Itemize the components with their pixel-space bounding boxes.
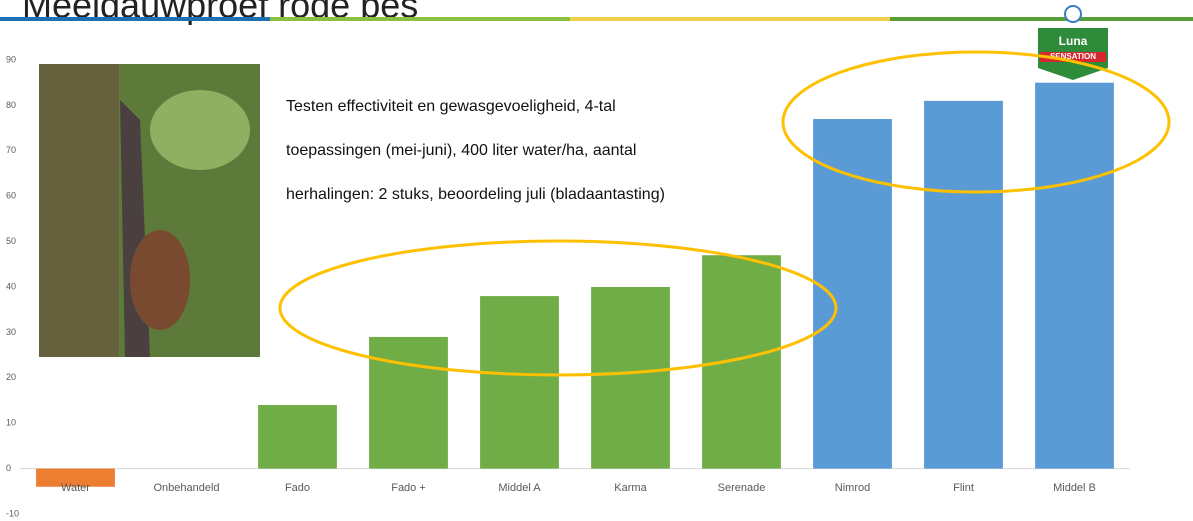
y-tick-label: 40	[6, 281, 16, 291]
x-tick-label: Flint	[953, 482, 974, 494]
photo	[39, 64, 260, 357]
x-tick-label: Middel B	[1053, 482, 1096, 494]
bar	[36, 468, 115, 487]
chart-title: Meeldauwproef rode bes	[22, 0, 418, 26]
y-tick-label: -10	[6, 508, 19, 518]
x-tick-label: Water	[61, 482, 90, 494]
highlight-ellipse	[781, 50, 1171, 194]
y-tick-label: 70	[6, 145, 16, 155]
annotation: Testen effectiviteit en gewasgevoelighei…	[286, 98, 616, 115]
y-tick-label: 10	[6, 418, 16, 428]
bar	[480, 296, 559, 469]
bar	[813, 119, 892, 469]
y-tick-label: 50	[6, 236, 16, 246]
y-tick-label: 90	[6, 54, 16, 64]
bar	[369, 336, 448, 469]
bar	[258, 405, 337, 469]
logo-text: SENSATION	[1050, 52, 1096, 61]
bar	[1035, 82, 1114, 469]
bar	[702, 255, 781, 469]
logo-text: Luna	[1059, 34, 1088, 48]
stripe	[570, 17, 890, 21]
x-tick-label: Middel A	[498, 482, 541, 494]
annotation: herhalingen: 2 stuks, beoordeling juli (…	[286, 186, 665, 203]
highlight-ellipse	[278, 239, 838, 377]
x-tick-label: Fado +	[391, 482, 426, 494]
x-tick-label: Onbehandeld	[153, 482, 219, 494]
bar	[924, 100, 1003, 469]
y-tick-label: 80	[6, 100, 16, 110]
x-tick-label: Karma	[614, 482, 647, 494]
y-tick-label: 30	[6, 327, 16, 337]
annotation: toepassingen (mei-juni), 400 liter water…	[286, 142, 636, 159]
x-tick-label: Serenade	[718, 482, 766, 494]
stripe	[890, 17, 1193, 21]
stripe	[270, 17, 570, 21]
x-tick-label: Fado	[285, 482, 310, 494]
y-tick-label: 20	[6, 372, 16, 382]
bar	[591, 287, 670, 469]
y-tick-label: 0	[6, 463, 11, 473]
y-tick-label: 60	[6, 191, 16, 201]
stripe	[0, 17, 270, 21]
x-tick-label: Nimrod	[835, 482, 870, 494]
